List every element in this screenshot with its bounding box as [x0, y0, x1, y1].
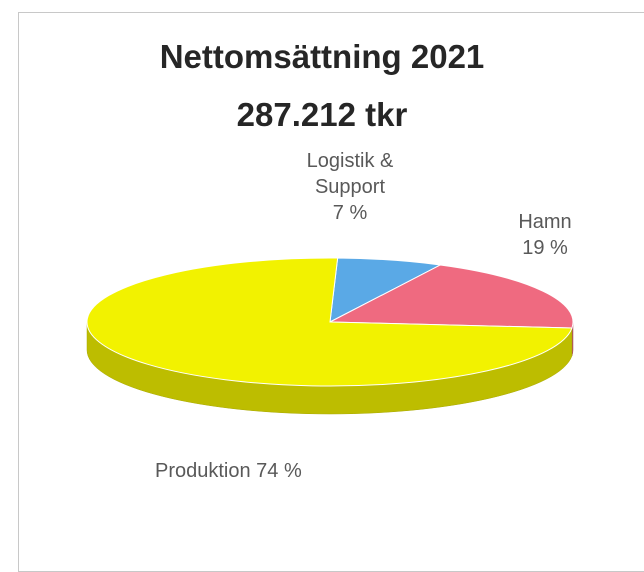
slice-label-hamn-line1: Hamn: [518, 211, 572, 233]
chart-subtitle: 287.212 tkr: [236, 96, 408, 133]
slice-label-logistik-line2: Support: [314, 176, 386, 198]
pie-slice-hamn: [329, 264, 574, 329]
slice-label-hamn-value: 19 %: [522, 237, 568, 259]
chart-title: Nettomsättning 2021: [159, 38, 485, 75]
slice-label-logistik-line1: Logistik &: [306, 150, 394, 172]
pie-chart: [86, 257, 574, 415]
slice-label-hamn: Hamn 19 %: [490, 209, 600, 261]
slice-label-logistik: Logistik & Support 7 %: [290, 148, 410, 226]
slice-label-produktion: Produktion 74 %: [155, 460, 302, 482]
pie-slice-logistik-support: [329, 257, 442, 323]
slice-label-logistik-value: 7 %: [332, 202, 368, 224]
pie-slice-produktion: [86, 257, 573, 387]
